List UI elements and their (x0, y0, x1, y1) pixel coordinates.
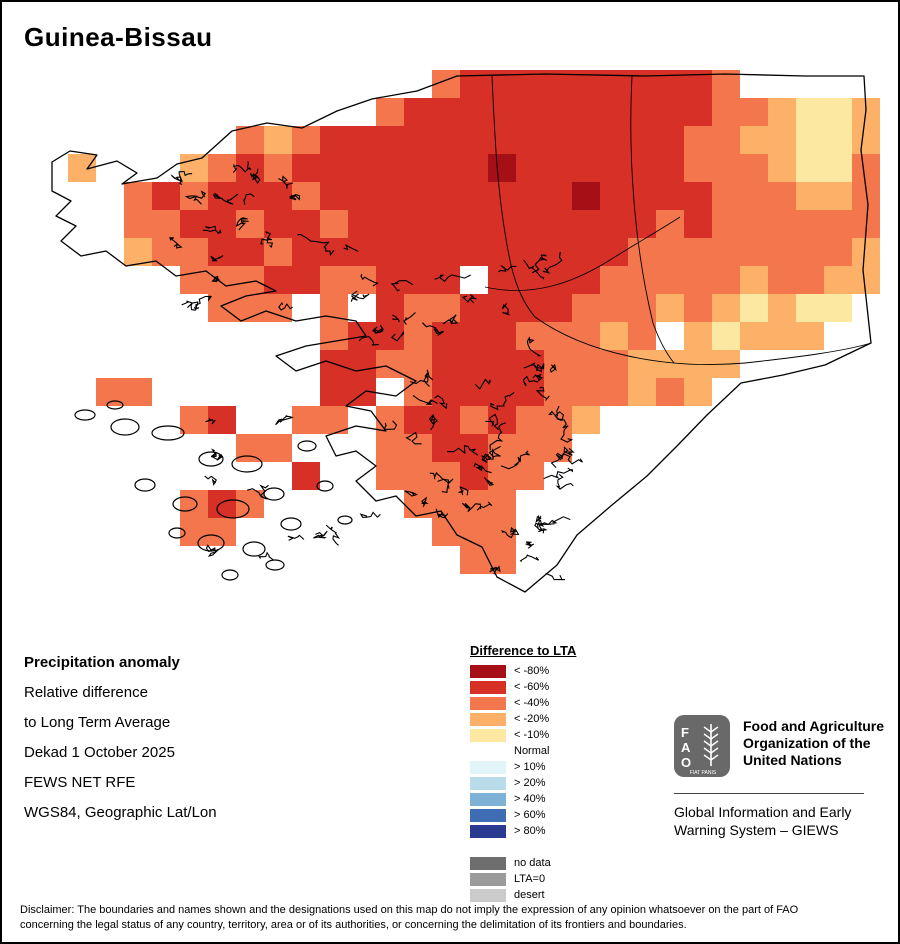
legend-label: < -20% (514, 713, 550, 725)
legend-item: desert (470, 887, 576, 903)
map-svg (51, 70, 880, 593)
legend-label: Normal (514, 745, 550, 757)
legend-item: Normal (470, 743, 576, 759)
legend-label: < -40% (514, 697, 550, 709)
legend-label: > 60% (514, 809, 546, 821)
fao-motto: FIAT PANIS (690, 770, 717, 776)
legend-item: < -20% (470, 711, 576, 727)
legend-item: > 20% (470, 775, 576, 791)
legend-swatch (470, 824, 506, 838)
legend-item: LTA=0 (470, 871, 576, 887)
grid-cells (68, 70, 880, 574)
legend-swatch (470, 760, 506, 774)
org-name-line: United Nations (743, 752, 842, 768)
disclaimer: Disclaimer: The boundaries and names sho… (20, 903, 884, 933)
legend-label: > 10% (514, 761, 546, 773)
admin-border-east (630, 75, 675, 364)
org-name-line: Organization of the (743, 735, 871, 751)
legend-item: no data (470, 855, 576, 871)
org-name: Food and Agriculture Organization of the U… (743, 718, 884, 769)
legend-item: > 80% (470, 823, 576, 839)
legend-label: > 20% (514, 777, 546, 789)
coastline (51, 73, 872, 593)
info-line: Dekad 1 October 2025 (24, 744, 175, 761)
wheat-grains-icon (703, 726, 719, 761)
river-geba (484, 216, 681, 291)
legend-label: > 80% (514, 825, 546, 837)
legend-label: < -60% (514, 681, 550, 693)
disclaimer-line: Disclaimer: The boundaries and names sho… (20, 904, 799, 916)
info-lines: Relative difference to Long Term Average D… (24, 678, 217, 828)
legend-gap (470, 839, 576, 855)
info-line: Relative difference (24, 684, 148, 701)
legend-title: Difference to LTA (470, 643, 577, 658)
legend-swatch (470, 664, 506, 678)
mangrove-texture (169, 161, 583, 581)
legend-item: < -80% (470, 663, 576, 679)
fao-emblem-background (674, 715, 730, 777)
legend-item: > 60% (470, 807, 576, 823)
divider-line (674, 793, 864, 794)
legend-swatch (470, 728, 506, 742)
legend-label: > 40% (514, 793, 546, 805)
legend-item: < -60% (470, 679, 576, 695)
legend-swatch (470, 744, 506, 758)
legend-label: < -80% (514, 665, 550, 677)
disclaimer-line: concerning the legal status of any count… (20, 919, 687, 931)
legend-swatch (470, 712, 506, 726)
admin-border-south (534, 316, 872, 365)
legend-swatch (470, 776, 506, 790)
legend: Difference to LTA < -80% < -60% < -40% < -2… (470, 643, 576, 903)
legend-items: < -80% < -60% < -40% < -20% < -10% Normal > 10… (470, 663, 576, 903)
giews-line: Global Information and Early (674, 804, 852, 820)
legend-item: > 10% (470, 759, 576, 775)
fao-letter-a: A (681, 740, 691, 755)
giews-line: Warning System – GIEWS (674, 822, 839, 838)
fao-letter-o: O (681, 755, 691, 770)
legend-item: < -10% (470, 727, 576, 743)
legend-item: > 40% (470, 791, 576, 807)
legend-swatch (470, 808, 506, 822)
admin-border-west (491, 75, 536, 318)
info-line: to Long Term Average (24, 714, 171, 731)
legend-item: < -40% (470, 695, 576, 711)
legend-label: < -10% (514, 729, 550, 741)
legend-swatch (470, 680, 506, 694)
legend-label: LTA=0 (514, 873, 546, 885)
fao-logo-icon: F A O FIAT PANIS (674, 715, 730, 777)
legend-swatch (470, 888, 506, 902)
map-info: Precipitation anomaly Relative differenc… (24, 648, 217, 828)
info-line: FEWS NET RFE (24, 774, 136, 791)
legend-swatch (470, 696, 506, 710)
fao-letter-f: F (681, 725, 689, 740)
legend-swatch (470, 792, 506, 806)
islands (74, 400, 353, 581)
giews-label: Global Information and Early Warning Syst… (674, 803, 851, 839)
info-line: WGS84, Geographic Lat/Lon (24, 804, 217, 821)
legend-label: desert (514, 889, 545, 901)
legend-swatch (470, 872, 506, 886)
legend-swatch (470, 856, 506, 870)
info-heading: Precipitation anomaly (24, 654, 180, 671)
legend-label: no data (514, 857, 551, 869)
org-name-line: Food and Agriculture (743, 718, 885, 734)
page-title: Guinea-Bissau (24, 22, 213, 52)
